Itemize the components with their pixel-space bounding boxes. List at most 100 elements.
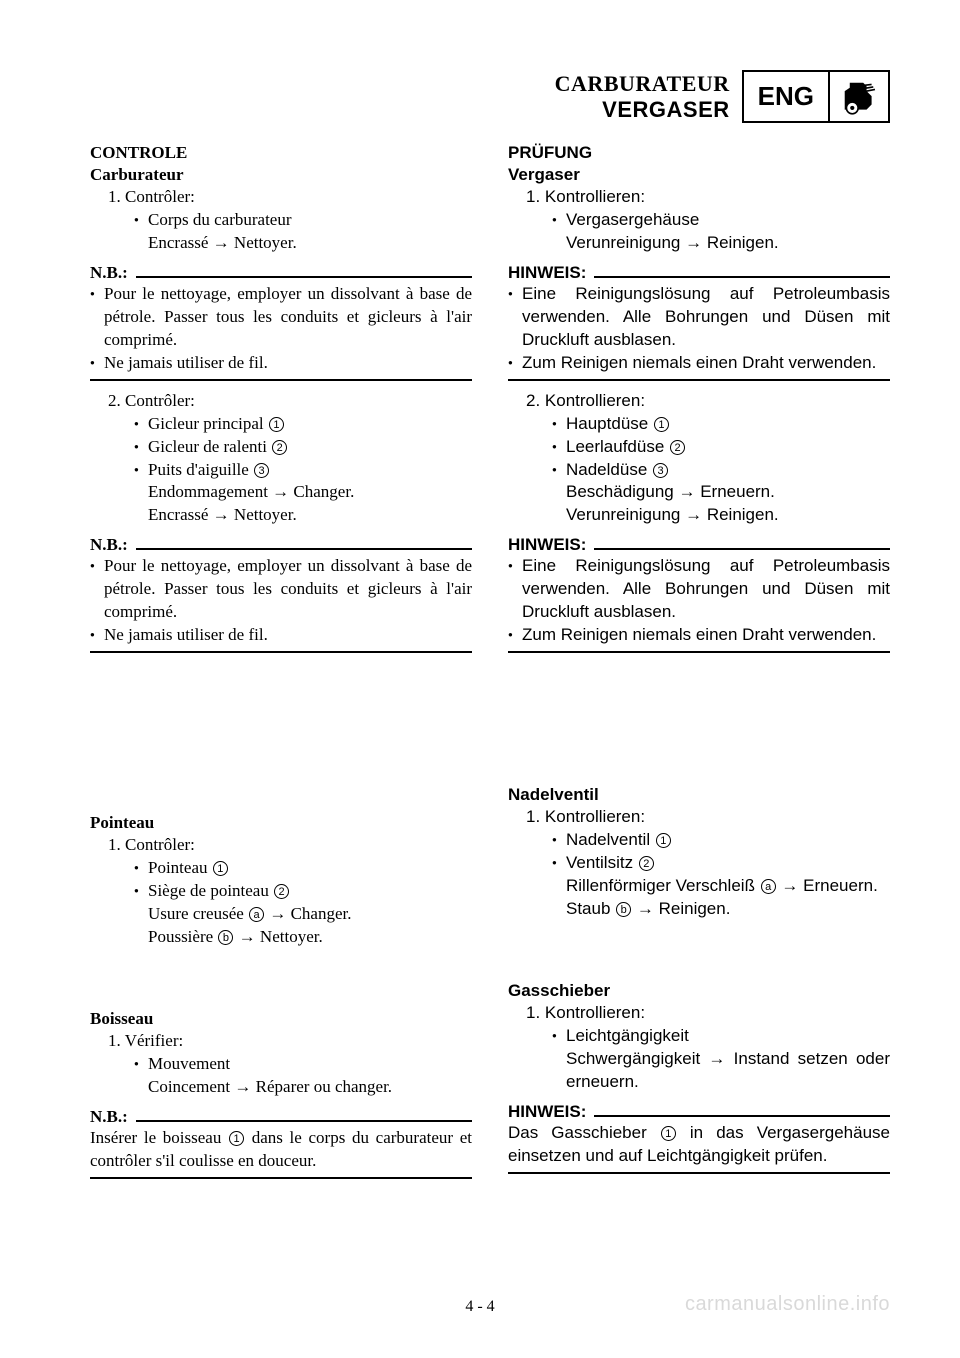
list-item: Gicleur de ralenti 2 — [134, 436, 472, 459]
fr-step1-bullets: Corps du carburateur Encrassé → Nettoyer… — [134, 209, 472, 255]
fr-boisseau-step-1: 1. Vérifier: — [108, 1031, 472, 1051]
list-item: Pointeau 1 — [134, 857, 472, 880]
de-note3-header: HINWEIS: — [508, 1102, 890, 1122]
page: CARBURATEUR VERGASER ENG CONTROLE Carbur… — [0, 0, 960, 1358]
fr-note2-body: Pour le nettoyage, employer un dissolvan… — [90, 555, 472, 647]
circled-1-icon: 1 — [229, 1131, 244, 1146]
list-item: Mouvement Coincement → Réparer ou change… — [134, 1053, 472, 1099]
list-item: Vergasergehäuse Verunreinigung → Reinige… — [552, 209, 890, 255]
fr-note1-body: Pour le nettoyage, employer un dissolvan… — [90, 283, 472, 375]
de-pruefung-heading: PRÜFUNG — [508, 143, 890, 163]
note-label: N.B.: — [90, 263, 128, 283]
rule — [594, 1115, 890, 1117]
list-item: Zum Reinigen niemals einen Draht verwend… — [508, 352, 890, 375]
column-german: PRÜFUNG Vergaser 1. Kontrollieren: Verga… — [508, 143, 890, 1189]
de-gasschieber-bullets: Leichtgängigkeit Schwergängigkeit → Inst… — [552, 1025, 890, 1094]
list-item: Siège de pointeau 2 Usure creusée a → Ch… — [134, 880, 472, 949]
rule — [508, 379, 890, 381]
note-label: HINWEIS: — [508, 535, 586, 555]
rule — [136, 548, 472, 550]
circled-1-icon: 1 — [654, 417, 669, 432]
fr-note3-header: N.B.: — [90, 1107, 472, 1127]
list-item: Leerlaufdüse 2 — [552, 436, 890, 459]
note-label: HINWEIS: — [508, 1102, 586, 1122]
de-note1-header: HINWEIS: — [508, 263, 890, 283]
list-item: Nadeldüse 3 Beschädigung → Erneuern. Ver… — [552, 459, 890, 528]
fr-pointeau-bullets: Pointeau 1 Siège de pointeau 2 Usure cre… — [134, 857, 472, 949]
list-item: Eine Reinigungslösung auf Petroleumbasis… — [508, 283, 890, 352]
title-fr: CARBURATEUR — [555, 71, 730, 97]
list-item: Zum Reinigen niemals einen Draht verwend… — [508, 624, 890, 647]
circled-1-icon: 1 — [656, 833, 671, 848]
list-item: Ne jamais utiliser de fil. — [90, 352, 472, 375]
header-title: CARBURATEUR VERGASER — [555, 70, 742, 123]
list-item: Nadelventil 1 — [552, 829, 890, 852]
de-nadelventil-bullets: Nadelventil 1 Ventilsitz 2 Rillenförmige… — [552, 829, 890, 921]
rule — [90, 1177, 472, 1179]
title-de: VERGASER — [555, 97, 730, 123]
circled-2-icon: 2 — [272, 440, 287, 455]
spacer — [508, 921, 890, 981]
de-note3-body: Das Gasschieber 1 in das Vergasergehäuse… — [508, 1122, 890, 1168]
rule — [90, 379, 472, 381]
circled-a-icon: a — [761, 879, 776, 894]
circled-2-icon: 2 — [639, 856, 654, 871]
fr-step-1: 1. Contrôler: — [108, 187, 472, 207]
columns: CONTROLE Carburateur 1. Contrôler: Corps… — [90, 143, 890, 1189]
rule — [508, 1172, 890, 1174]
fr-pointeau-step-1: 1. Contrôler: — [108, 835, 472, 855]
circled-b-icon: b — [616, 902, 631, 917]
engine-icon — [830, 70, 890, 123]
fr-boisseau-bullets: Mouvement Coincement → Réparer ou change… — [134, 1053, 472, 1099]
de-step1-bullets: Vergasergehäuse Verunreinigung → Reinige… — [552, 209, 890, 255]
circled-1-icon: 1 — [213, 861, 228, 876]
fr-note3-body: Insérer le boisseau 1 dans le corps du c… — [90, 1127, 472, 1173]
list-item: Corps du carburateur Encrassé → Nettoyer… — [134, 209, 472, 255]
fr-carburateur-heading: Carburateur — [90, 165, 472, 185]
list-item: Gicleur principal 1 — [134, 413, 472, 436]
fr-pointeau-heading: Pointeau — [90, 813, 472, 833]
list-item: Leichtgängigkeit Schwergängigkeit → Inst… — [552, 1025, 890, 1094]
circled-3-icon: 3 — [653, 463, 668, 478]
de-note2-body: Eine Reinigungslösung auf Petroleumbasis… — [508, 555, 890, 647]
spacer — [508, 663, 890, 785]
de-nadelventil-step-1: 1. Kontrollieren: — [526, 807, 890, 827]
de-note1-body: Eine Reinigungslösung auf Petroleumbasis… — [508, 283, 890, 375]
de-step-2: 2. Kontrollieren: — [526, 391, 890, 411]
watermark: carmanualsonline.info — [685, 1293, 890, 1316]
spacer — [90, 663, 472, 813]
circled-2-icon: 2 — [274, 884, 289, 899]
rule — [508, 651, 890, 653]
header: CARBURATEUR VERGASER ENG — [90, 70, 890, 123]
column-french: CONTROLE Carburateur 1. Contrôler: Corps… — [90, 143, 472, 1189]
rule — [90, 651, 472, 653]
circled-3-icon: 3 — [254, 463, 269, 478]
de-step2-bullets: Hauptdüse 1 Leerlaufdüse 2 Nadeldüse 3 B… — [552, 413, 890, 528]
note-label: N.B.: — [90, 535, 128, 555]
list-item: Ventilsitz 2 Rillenförmiger Verschleiß a… — [552, 852, 890, 921]
circled-1-icon: 1 — [661, 1126, 676, 1141]
de-gasschieber-step-1: 1. Kontrollieren: — [526, 1003, 890, 1023]
fr-step2-bullets: Gicleur principal 1 Gicleur de ralenti 2… — [134, 413, 472, 528]
de-step-1: 1. Kontrollieren: — [526, 187, 890, 207]
fr-boisseau-heading: Boisseau — [90, 1009, 472, 1029]
spacer — [90, 949, 472, 1009]
list-item: Eine Reinigungslösung auf Petroleumbasis… — [508, 555, 890, 624]
list-item: Ne jamais utiliser de fil. — [90, 624, 472, 647]
note-label: HINWEIS: — [508, 263, 586, 283]
list-item: Pour le nettoyage, employer un dissolvan… — [90, 283, 472, 352]
de-note2-header: HINWEIS: — [508, 535, 890, 555]
list-item: Hauptdüse 1 — [552, 413, 890, 436]
de-gasschieber-heading: Gasschieber — [508, 981, 890, 1001]
de-nadelventil-heading: Nadelventil — [508, 785, 890, 805]
circled-2-icon: 2 — [670, 440, 685, 455]
de-vergaser-heading: Vergaser — [508, 165, 890, 185]
fr-note2-header: N.B.: — [90, 535, 472, 555]
rule — [594, 548, 890, 550]
fr-note1-header: N.B.: — [90, 263, 472, 283]
note-label: N.B.: — [90, 1107, 128, 1127]
circled-1-icon: 1 — [269, 417, 284, 432]
fr-controle-heading: CONTROLE — [90, 143, 472, 163]
list-item: Puits d'aiguille 3 Endommagement → Chang… — [134, 459, 472, 528]
list-item: Pour le nettoyage, employer un dissolvan… — [90, 555, 472, 624]
